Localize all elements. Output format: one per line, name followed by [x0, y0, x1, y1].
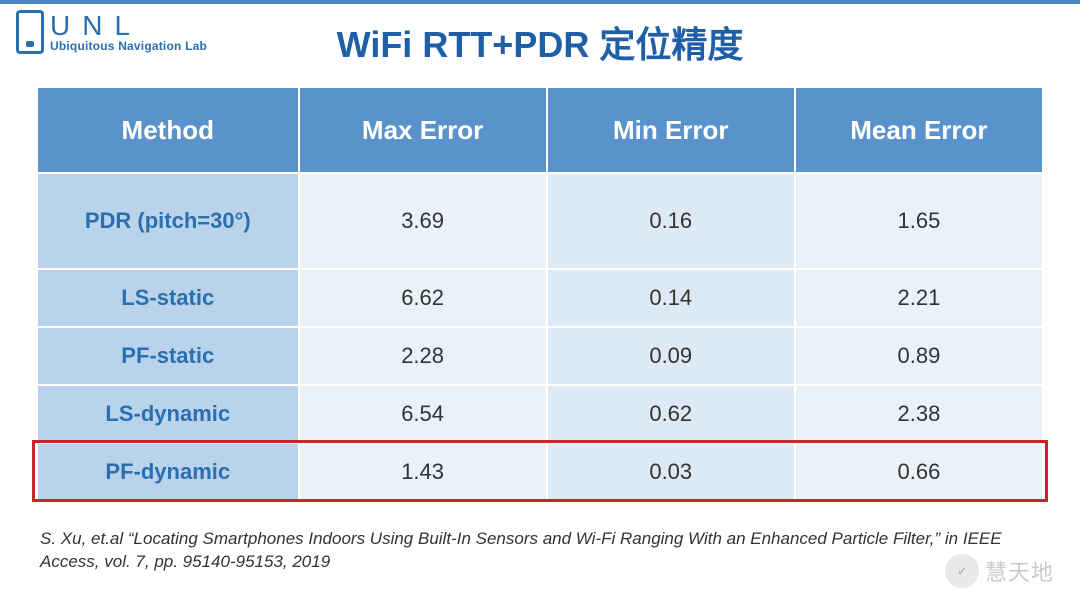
- value-cell: 6.62: [299, 269, 547, 327]
- value-cell: 0.16: [547, 173, 795, 269]
- value-cell: 0.09: [547, 327, 795, 385]
- page-title: WiFi RTT+PDR 定位精度: [0, 16, 1080, 68]
- value-cell: 0.03: [547, 443, 795, 501]
- table-row: PF-dynamic1.430.030.66: [37, 443, 1043, 501]
- col-header: Method: [37, 87, 299, 173]
- method-cell: PF-dynamic: [37, 443, 299, 501]
- value-cell: 0.62: [547, 385, 795, 443]
- table-header-row: MethodMax ErrorMin ErrorMean Error: [37, 87, 1043, 173]
- method-cell: LS-dynamic: [37, 385, 299, 443]
- value-cell: 2.28: [299, 327, 547, 385]
- value-cell: 1.65: [795, 173, 1043, 269]
- top-rule: [0, 0, 1080, 4]
- table-row: PF-static2.280.090.89: [37, 327, 1043, 385]
- method-cell: PF-static: [37, 327, 299, 385]
- method-cell: PDR (pitch=30°): [37, 173, 299, 269]
- value-cell: 2.21: [795, 269, 1043, 327]
- value-cell: 0.89: [795, 327, 1043, 385]
- value-cell: 2.38: [795, 385, 1043, 443]
- watermark: ✓ 慧天地: [945, 554, 1054, 588]
- accuracy-table-wrap: MethodMax ErrorMin ErrorMean Error PDR (…: [36, 86, 1044, 502]
- watermark-text: 慧天地: [985, 555, 1054, 587]
- table-row: PDR (pitch=30°)3.690.161.65: [37, 173, 1043, 269]
- value-cell: 3.69: [299, 173, 547, 269]
- col-header: Max Error: [299, 87, 547, 173]
- wechat-icon: ✓: [945, 554, 979, 588]
- table-row: LS-dynamic6.540.622.38: [37, 385, 1043, 443]
- table-row: LS-static6.620.142.21: [37, 269, 1043, 327]
- col-header: Min Error: [547, 87, 795, 173]
- citation: S. Xu, et.al “Locating Smartphones Indoo…: [40, 528, 1040, 574]
- value-cell: 6.54: [299, 385, 547, 443]
- accuracy-table: MethodMax ErrorMin ErrorMean Error PDR (…: [36, 86, 1044, 502]
- value-cell: 0.66: [795, 443, 1043, 501]
- method-cell: LS-static: [37, 269, 299, 327]
- value-cell: 0.14: [547, 269, 795, 327]
- table-body: PDR (pitch=30°)3.690.161.65LS-static6.62…: [37, 173, 1043, 501]
- value-cell: 1.43: [299, 443, 547, 501]
- col-header: Mean Error: [795, 87, 1043, 173]
